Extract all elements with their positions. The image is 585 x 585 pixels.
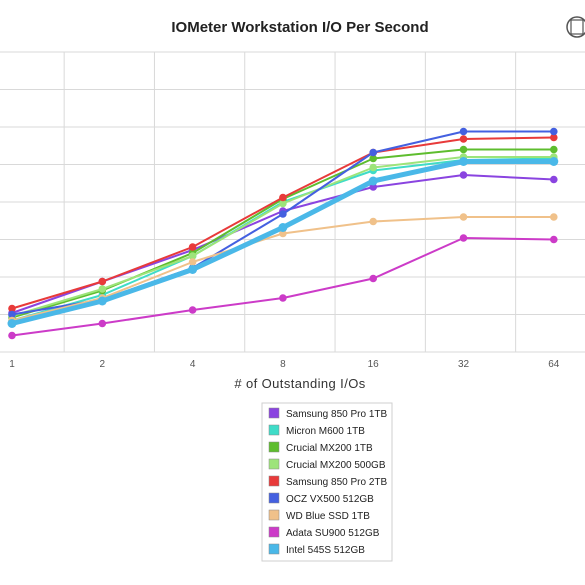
- data-point: [368, 176, 378, 186]
- data-point: [550, 213, 558, 221]
- x-tick-label: 1: [9, 359, 15, 370]
- x-axis-label: # of Outstanding I/Os: [234, 376, 365, 391]
- legend: Samsung 850 Pro 1TB Micron M600 1TB Crucia…: [261, 402, 393, 562]
- legend-label: WD Blue SSD 1TB: [286, 511, 370, 522]
- data-point: [369, 274, 378, 283]
- data-point: [8, 310, 16, 319]
- x-tick-label: 4: [190, 359, 196, 370]
- legend-swatch: [268, 492, 280, 504]
- data-point: [549, 157, 559, 166]
- legend-box: [261, 402, 393, 562]
- data-point: [369, 148, 378, 157]
- legend-entry: Crucial MX200 500GB: [268, 458, 386, 471]
- data-point: [550, 133, 558, 142]
- x-tick-labels: 1 2 4 8 16 32 64: [9, 359, 560, 370]
- legend-entry: Samsung 850 Pro 1TB: [268, 407, 387, 420]
- data-point: [279, 210, 287, 218]
- data-point: [369, 217, 378, 226]
- data-point: [98, 285, 107, 293]
- x-tick-label: 8: [280, 359, 286, 370]
- data-point: [279, 294, 287, 302]
- legend-swatch: [268, 526, 280, 538]
- x-tick-label: 2: [100, 359, 106, 370]
- legend-swatch: [268, 458, 280, 470]
- legend-label: Intel 545S 512GB: [286, 545, 365, 556]
- data-point: [459, 135, 468, 143]
- legend-entry: Samsung 850 Pro 2TB: [268, 475, 387, 488]
- data-point: [188, 243, 197, 251]
- data-point: [7, 319, 17, 328]
- data-point: [550, 127, 558, 136]
- data-point: [279, 199, 287, 208]
- data-point: [550, 175, 558, 184]
- legend-swatch: [268, 543, 280, 555]
- data-point: [369, 163, 378, 172]
- series-line: [11, 237, 555, 337]
- legend-entry: Adata SU900 512GB: [268, 526, 380, 539]
- data-point: [188, 306, 197, 314]
- legend-swatch: [268, 407, 280, 419]
- legend-label: Crucial MX200 500GB: [286, 460, 386, 471]
- legend-label: Micron M600 1TB: [286, 426, 365, 437]
- data-point: [459, 213, 468, 221]
- legend-entry: Micron M600 1TB: [268, 424, 365, 437]
- data-point: [278, 223, 288, 232]
- data-point: [98, 277, 107, 286]
- watermark-logo: [566, 16, 585, 38]
- data-point: [459, 127, 468, 136]
- legend-entry: Intel 545S 512GB: [268, 543, 365, 556]
- data-point: [550, 145, 558, 154]
- data-point: [8, 331, 16, 340]
- data-point: [459, 157, 468, 166]
- data-point: [8, 304, 16, 313]
- x-tick-label: 32: [458, 359, 470, 370]
- chart-title: IOMeter Workstation I/O Per Second: [171, 19, 428, 36]
- data-point: [279, 193, 287, 202]
- data-point: [369, 154, 378, 163]
- legend-label: Samsung 850 Pro 1TB: [286, 409, 387, 420]
- legend-label: Samsung 850 Pro 2TB: [286, 477, 387, 488]
- legend-entry: OCZ VX500 512GB: [268, 492, 374, 505]
- series-7: [8, 234, 558, 340]
- data-point: [459, 234, 468, 242]
- series-8: [7, 157, 559, 328]
- data-point: [188, 265, 198, 274]
- legend-label: Crucial MX200 1TB: [286, 443, 373, 454]
- data-point: [279, 229, 287, 238]
- data-point: [188, 258, 197, 266]
- data-point: [188, 252, 197, 260]
- data-point: [550, 235, 558, 244]
- legend-entry: WD Blue SSD 1TB: [268, 509, 370, 522]
- x-tick-label: 64: [548, 359, 560, 370]
- data-point: [459, 145, 468, 154]
- series-lines: [7, 127, 559, 340]
- data-point: [97, 296, 107, 306]
- x-tick-label: 16: [368, 359, 380, 370]
- legend-label: Adata SU900 512GB: [286, 528, 380, 539]
- legend-entry: Crucial MX200 1TB: [268, 441, 373, 454]
- data-point: [98, 319, 107, 328]
- data-point: [369, 183, 378, 191]
- legend-label: OCZ VX500 512GB: [286, 494, 374, 505]
- legend-swatch: [268, 509, 280, 521]
- legend-swatch: [268, 424, 280, 436]
- legend-swatch: [268, 475, 280, 487]
- legend-swatch: [268, 441, 280, 453]
- data-point: [459, 171, 468, 179]
